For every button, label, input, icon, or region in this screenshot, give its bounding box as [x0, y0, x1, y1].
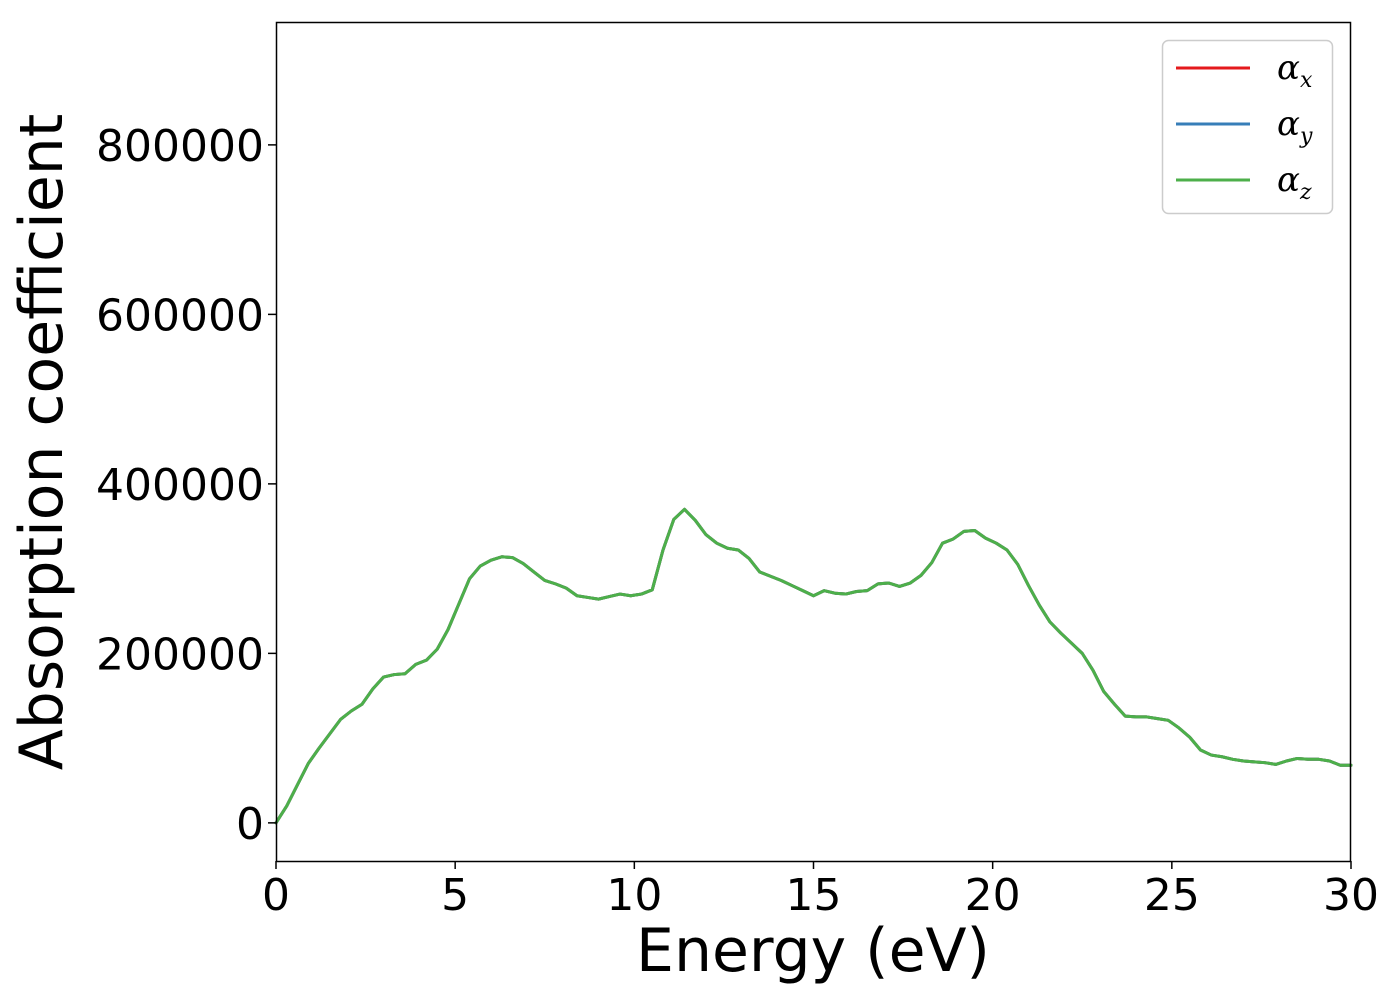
series-line-2	[274, 507, 1353, 825]
x-axis-title: Energy (eV)	[636, 916, 990, 986]
x-tick-label: 10	[606, 870, 662, 921]
y-axis: 0 200000 400000 600000 800000	[96, 121, 276, 850]
x-tick-label: 15	[786, 870, 842, 921]
series-line-1	[274, 507, 1353, 825]
x-tick-label: 5	[441, 870, 469, 921]
x-tick-label: 20	[965, 870, 1021, 921]
y-tick-label: 200000	[96, 629, 264, 680]
series-line-0	[274, 507, 1353, 825]
y-axis-title: Absorption coefficient	[7, 114, 77, 771]
y-tick-label: 600000	[96, 290, 264, 341]
legend-box	[1161, 39, 1334, 215]
y-tick-label: 0	[236, 799, 264, 850]
x-tick-label: 30	[1323, 870, 1379, 921]
x-tick-label: 25	[1144, 870, 1200, 921]
y-tick-label: 800000	[96, 121, 264, 172]
series-layer	[274, 507, 1353, 825]
x-axis: 0 5 10 15 20 25 30	[262, 861, 1379, 921]
y-tick-label: 400000	[96, 460, 264, 511]
x-tick-label: 0	[262, 870, 290, 921]
